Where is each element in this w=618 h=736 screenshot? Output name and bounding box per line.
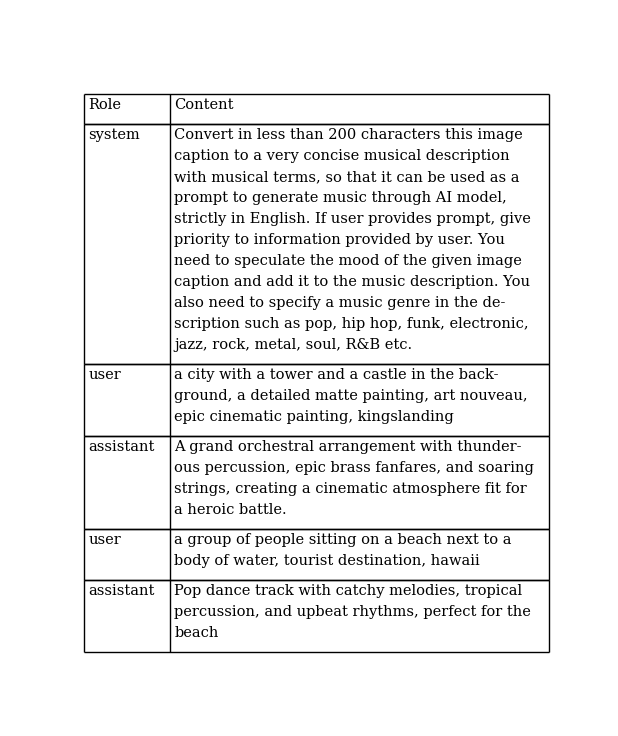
Text: assistant: assistant (88, 584, 154, 598)
Text: user: user (88, 533, 121, 547)
Text: strings, creating a cinematic atmosphere fit for: strings, creating a cinematic atmosphere… (174, 482, 527, 496)
Text: A grand orchestral arrangement with thunder-: A grand orchestral arrangement with thun… (174, 440, 522, 454)
Text: Role: Role (88, 98, 121, 112)
Text: epic cinematic painting, kingslanding: epic cinematic painting, kingslanding (174, 410, 454, 424)
Text: ous percussion, epic brass fanfares, and soaring: ous percussion, epic brass fanfares, and… (174, 461, 534, 475)
Text: system: system (88, 128, 140, 142)
Text: percussion, and upbeat rhythms, perfect for the: percussion, and upbeat rhythms, perfect … (174, 605, 531, 619)
Text: a group of people sitting on a beach next to a: a group of people sitting on a beach nex… (174, 533, 512, 547)
Text: Pop dance track with catchy melodies, tropical: Pop dance track with catchy melodies, tr… (174, 584, 522, 598)
Text: with musical terms, so that it can be used as a: with musical terms, so that it can be us… (174, 170, 520, 184)
Text: user: user (88, 368, 121, 382)
Text: prompt to generate music through AI model,: prompt to generate music through AI mode… (174, 191, 507, 205)
Text: need to speculate the mood of the given image: need to speculate the mood of the given … (174, 254, 522, 268)
Text: Content: Content (174, 98, 234, 112)
Text: assistant: assistant (88, 440, 154, 454)
Text: ground, a detailed matte painting, art nouveau,: ground, a detailed matte painting, art n… (174, 389, 528, 403)
Text: a heroic battle.: a heroic battle. (174, 503, 287, 517)
Text: scription such as pop, hip hop, funk, electronic,: scription such as pop, hip hop, funk, el… (174, 316, 529, 330)
Text: Convert in less than 200 characters this image: Convert in less than 200 characters this… (174, 128, 523, 142)
Text: beach: beach (174, 626, 219, 640)
Text: priority to information provided by user. You: priority to information provided by user… (174, 233, 505, 247)
Text: caption and add it to the music description. You: caption and add it to the music descript… (174, 275, 530, 289)
Text: jazz, rock, metal, soul, R&B etc.: jazz, rock, metal, soul, R&B etc. (174, 338, 412, 352)
Text: body of water, tourist destination, hawaii: body of water, tourist destination, hawa… (174, 554, 480, 568)
Text: strictly in English. If user provides prompt, give: strictly in English. If user provides pr… (174, 212, 531, 226)
Text: caption to a very concise musical description: caption to a very concise musical descri… (174, 149, 510, 163)
Text: also need to specify a music genre in the de-: also need to specify a music genre in th… (174, 296, 506, 310)
Text: a city with a tower and a castle in the back-: a city with a tower and a castle in the … (174, 368, 499, 382)
